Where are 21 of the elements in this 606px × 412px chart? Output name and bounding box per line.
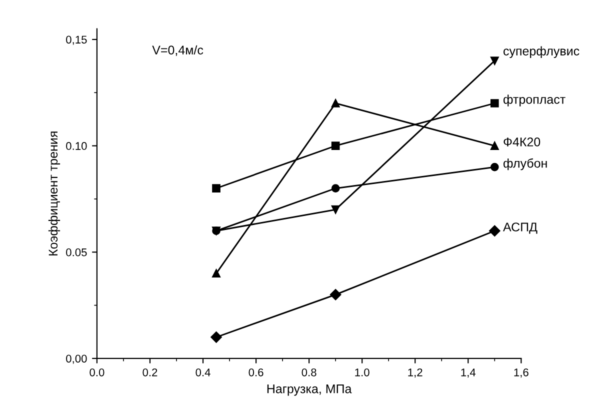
y-tick-label: 0.05 bbox=[66, 248, 87, 256]
y-tick-label: 0.10 bbox=[66, 142, 87, 150]
series-label: фтропласт bbox=[504, 94, 566, 106]
series-label: АСПД bbox=[503, 222, 538, 234]
x-axis-title: Нагрузка, МПа bbox=[267, 384, 352, 396]
y-axis-title: Коэффициент трения bbox=[48, 132, 60, 256]
x-tick-label: 1.0 bbox=[355, 368, 370, 376]
x-tick-label: 1,4 bbox=[461, 368, 476, 378]
x-tick-label: 0.2 bbox=[142, 368, 158, 376]
x-tick-label: 0.8 bbox=[302, 368, 316, 376]
x-tick-label: 1,6 bbox=[514, 368, 528, 378]
series-label: суперфлувис bbox=[504, 46, 580, 58]
y-tick-label: 0,00 bbox=[66, 354, 87, 364]
y-tick-label: 0,15 bbox=[66, 36, 87, 45]
x-tick-label: 0.6 bbox=[248, 368, 264, 376]
series-label: флубон bbox=[504, 158, 547, 170]
x-tick-label: 0.4 bbox=[196, 368, 210, 376]
annotation: V=0,4м/с bbox=[152, 45, 204, 56]
x-tick-label: 0.0 bbox=[90, 368, 104, 376]
series-label: Ф4К20 bbox=[504, 138, 540, 146]
x-tick-label: 1,2 bbox=[408, 368, 422, 378]
